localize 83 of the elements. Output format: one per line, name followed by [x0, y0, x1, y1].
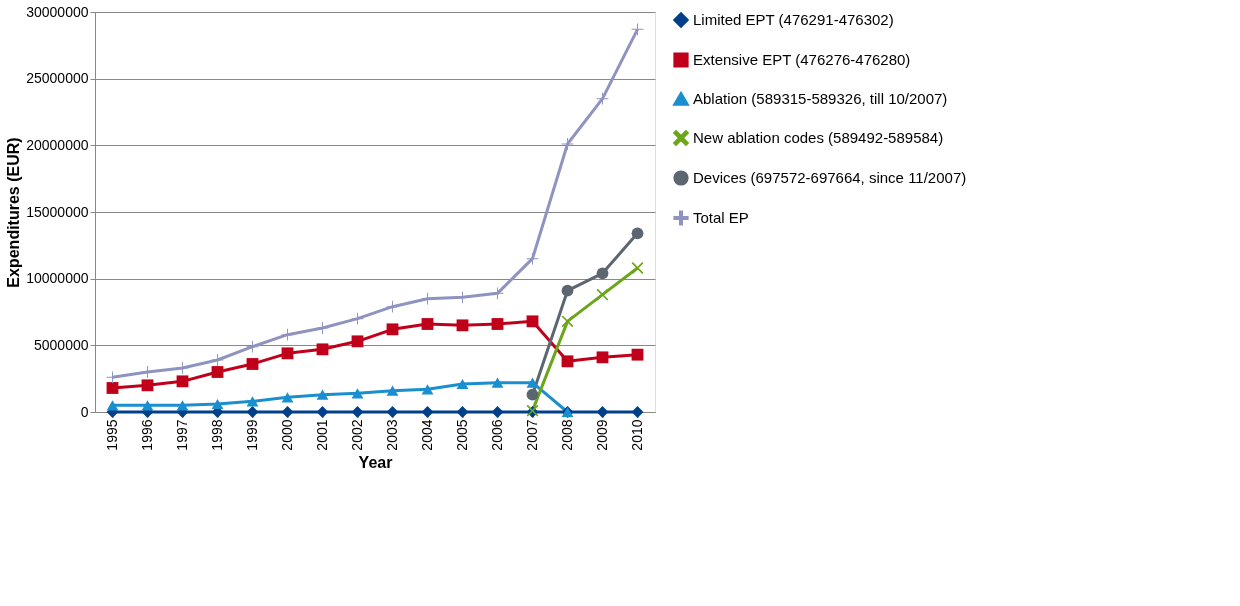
point: [456, 319, 469, 332]
legend-label: Devices (697572-697664, since 11/2007): [693, 169, 967, 186]
point: [421, 406, 434, 418]
point: [456, 406, 469, 418]
y-tick-label: 20000000: [26, 136, 89, 153]
point: [491, 287, 504, 300]
point: [456, 378, 469, 390]
point: [281, 347, 294, 360]
point: [491, 318, 504, 330]
point: [176, 375, 189, 388]
point: [561, 315, 574, 328]
point: [421, 384, 434, 395]
point: [351, 388, 364, 399]
point: [526, 252, 539, 265]
y-tick-label: 25000000: [26, 70, 89, 87]
point: [351, 406, 364, 418]
legend-label: Ablation (589315-589326, till 10/2007): [693, 90, 948, 107]
point: [281, 406, 294, 418]
x-tick-label: 2003: [384, 419, 400, 451]
x-tick-label: 2005: [454, 419, 470, 451]
x-tick-label: 2000: [279, 419, 295, 451]
point: [596, 288, 609, 301]
point: [386, 385, 399, 396]
point: [176, 400, 189, 411]
x-tick-label: 1997: [174, 419, 190, 451]
x-tick-label: 2007: [524, 419, 540, 451]
x-tick-label: 1996: [139, 419, 155, 451]
x-tick-label: 2009: [594, 419, 610, 451]
legend-label: Extensive EPT (476276-476280): [693, 51, 911, 68]
point: [211, 398, 224, 410]
y-tick-label: 5000000: [33, 336, 89, 353]
y-tick-label: 30000000: [26, 3, 89, 20]
point: [631, 23, 644, 36]
point: [246, 358, 259, 370]
x-tick-label: 2002: [349, 419, 365, 451]
point: [316, 343, 329, 356]
y-tick-label: 10000000: [26, 270, 89, 287]
point: [596, 267, 609, 280]
point: [281, 328, 294, 341]
point: [246, 340, 259, 353]
point: [526, 388, 539, 401]
y-tick-label: 15000000: [26, 203, 89, 220]
point: [106, 382, 119, 394]
point: [246, 406, 259, 418]
point: [281, 392, 294, 403]
point: [596, 351, 609, 364]
point: [631, 227, 644, 240]
point: [386, 300, 399, 313]
point: [386, 323, 399, 336]
y-tick-label: 0: [80, 403, 89, 420]
point: [316, 406, 329, 418]
point: [561, 355, 574, 368]
x-tick-label: 2006: [489, 419, 505, 451]
legend-label: Total EP: [693, 209, 749, 226]
point: [561, 284, 574, 297]
point: [141, 400, 154, 411]
point: [596, 406, 609, 418]
point: [631, 406, 644, 418]
x-tick-label: 2001: [314, 419, 330, 451]
point: [421, 318, 434, 330]
x-tick-label: 2008: [559, 419, 575, 451]
point: [316, 389, 329, 400]
point: [526, 315, 539, 328]
x-tick-label: 2010: [629, 419, 645, 451]
point: [351, 312, 364, 325]
point: [106, 400, 119, 411]
legend-label: Limited EPT (476291-476302): [693, 11, 894, 28]
point: [351, 335, 364, 348]
point: [386, 406, 399, 418]
point: [211, 366, 224, 378]
point: [246, 396, 259, 407]
point: [631, 348, 644, 361]
x-tick-label: 1998: [209, 419, 225, 451]
point: [491, 406, 504, 418]
legend-label: New ablation codes (589492-589584): [693, 129, 944, 146]
y-axis-title: Expenditures (EUR): [5, 137, 23, 288]
x-axis-title: Year: [358, 453, 393, 471]
point: [596, 92, 609, 105]
point: [491, 377, 504, 388]
x-tick-label: 2004: [419, 419, 435, 451]
x-tick-label: 1995: [104, 419, 120, 451]
x-tick-label: 1999: [244, 419, 260, 451]
point: [141, 379, 154, 392]
